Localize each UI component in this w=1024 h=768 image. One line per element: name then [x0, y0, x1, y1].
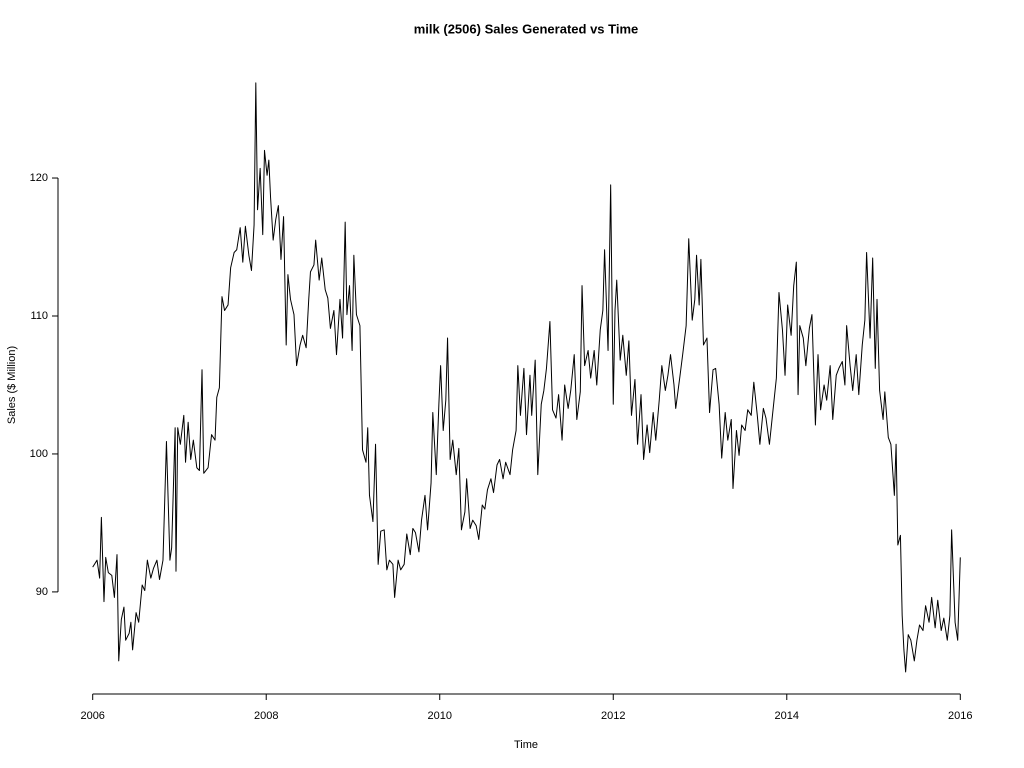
- x-tick-label: 2016: [948, 710, 972, 722]
- y-axis-label: Sales ($ Million): [6, 346, 18, 424]
- x-tick-label: 2014: [775, 710, 799, 722]
- y-tick-label: 100: [30, 448, 48, 460]
- x-tick-label: 2012: [601, 710, 625, 722]
- y-tick-label: 110: [30, 310, 48, 322]
- y-tick-label: 120: [30, 172, 48, 184]
- x-tick-label: 2006: [80, 710, 104, 722]
- x-tick-label: 2010: [427, 710, 451, 722]
- x-axis-label: Time: [514, 739, 538, 751]
- chart-title: milk (2506) Sales Generated vs Time: [414, 21, 639, 36]
- y-tick-label: 90: [36, 586, 48, 598]
- data-line: [92, 82, 961, 673]
- x-tick-label: 2008: [254, 710, 278, 722]
